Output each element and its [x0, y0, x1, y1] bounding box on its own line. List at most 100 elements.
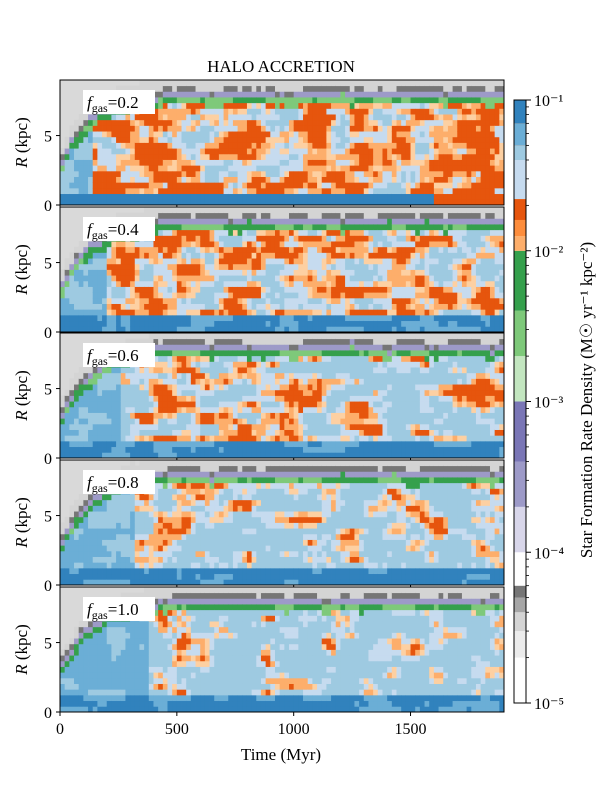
heatmap-cell	[307, 114, 313, 121]
heatmap-cell	[228, 367, 234, 374]
heatmap-cell	[373, 136, 379, 143]
heatmap-cell	[415, 153, 421, 160]
heatmap-cell	[485, 314, 491, 322]
heatmap-cell	[270, 224, 276, 231]
heatmap-cell	[401, 309, 407, 316]
heatmap-cell	[246, 406, 253, 413]
heatmap-cell	[78, 406, 84, 413]
heatmap-cell	[312, 176, 318, 183]
heatmap-cell	[209, 241, 215, 248]
heatmap-cell	[307, 246, 313, 253]
heatmap-cell	[410, 269, 416, 276]
heatmap-cell	[326, 193, 332, 200]
heatmap-cell	[186, 199, 192, 205]
heatmap-cell	[64, 258, 70, 265]
heatmap-cell	[158, 176, 164, 183]
heatmap-cell	[223, 320, 229, 327]
heatmap-cell	[415, 142, 421, 149]
heatmap-cell	[382, 153, 388, 160]
heatmap-cell	[176, 108, 182, 115]
heatmap-cell	[74, 440, 80, 448]
heatmap-cell	[265, 165, 271, 172]
heatmap-cell	[429, 218, 435, 225]
heatmap-cell	[289, 246, 295, 253]
heatmap-cell	[289, 131, 295, 138]
heatmap-cell	[60, 326, 66, 332]
heatmap-cell	[190, 142, 196, 149]
heatmap-cell	[359, 114, 365, 121]
heatmap-cell	[345, 136, 351, 143]
heatmap-cell	[499, 102, 504, 109]
heatmap-cell	[172, 314, 178, 322]
heatmap-cell	[214, 159, 220, 166]
heatmap-cell	[260, 280, 267, 287]
heatmap-cell	[438, 125, 444, 132]
heatmap-cell	[228, 148, 234, 155]
heatmap-cell	[457, 187, 463, 195]
heatmap-cell	[377, 97, 383, 104]
heatmap-cell	[111, 114, 117, 121]
heatmap-cell	[321, 153, 327, 160]
heatmap-cell	[218, 263, 224, 270]
heatmap-cell	[410, 241, 416, 248]
heatmap-cell	[200, 187, 206, 195]
heatmap-cell	[396, 275, 402, 282]
heatmap-cell	[228, 440, 234, 448]
heatmap-cell	[363, 252, 369, 259]
heatmap-cell	[92, 286, 98, 293]
heatmap-cell	[433, 159, 439, 166]
heatmap-cell	[494, 142, 500, 149]
heatmap-cell	[457, 320, 463, 327]
heatmap-cell	[181, 159, 187, 166]
heatmap-cell	[176, 80, 182, 87]
heatmap-cell	[415, 91, 421, 98]
heatmap-cell	[321, 326, 327, 332]
heatmap-cell	[186, 91, 192, 98]
heatmap-cell	[298, 275, 304, 282]
heatmap-cell	[158, 187, 164, 195]
heatmap-cell	[88, 199, 94, 205]
heatmap-cell	[349, 148, 355, 155]
heatmap-cell	[195, 80, 201, 87]
heatmap-cell	[139, 292, 145, 299]
heatmap-cell	[167, 303, 173, 310]
heatmap-cell	[195, 395, 201, 402]
heatmap-cell	[139, 384, 145, 391]
heatmap-cell	[359, 97, 365, 104]
heatmap-cell	[237, 218, 243, 225]
heatmap-cell	[60, 292, 66, 299]
heatmap-cell	[92, 384, 98, 391]
heatmap-cell	[270, 142, 276, 149]
heatmap-cell	[251, 91, 257, 98]
heatmap-cell	[260, 91, 267, 98]
heatmap-cell	[139, 241, 145, 248]
heatmap-cell	[251, 292, 257, 299]
heatmap-cell	[158, 212, 164, 219]
heatmap-cell	[162, 435, 168, 442]
heatmap-cell	[172, 159, 178, 166]
heatmap-cell	[232, 286, 238, 293]
heatmap-cell	[368, 263, 374, 270]
heatmap-cell	[214, 252, 220, 259]
heatmap-cell	[130, 165, 136, 172]
heatmap-cell	[167, 320, 173, 327]
heatmap-cell	[298, 207, 304, 214]
heatmap-cell	[139, 165, 145, 172]
heatmap-cell	[153, 395, 159, 402]
heatmap-cell	[293, 131, 299, 138]
heatmap-cell	[256, 314, 262, 322]
heatmap-cell	[92, 418, 98, 425]
heatmap-cell	[368, 292, 374, 299]
heatmap-cell	[265, 246, 271, 253]
heatmap-cell	[167, 212, 173, 219]
heatmap-cell	[321, 252, 327, 259]
heatmap-cell	[148, 309, 154, 316]
heatmap-cell	[289, 108, 295, 115]
heatmap-cell	[237, 350, 243, 357]
heatmap-cell	[265, 125, 271, 132]
heatmap-cell	[204, 367, 210, 374]
heatmap-cell	[78, 114, 84, 121]
heatmap-cell	[303, 85, 309, 92]
heatmap-cell	[134, 199, 140, 205]
heatmap-cell	[260, 275, 267, 282]
